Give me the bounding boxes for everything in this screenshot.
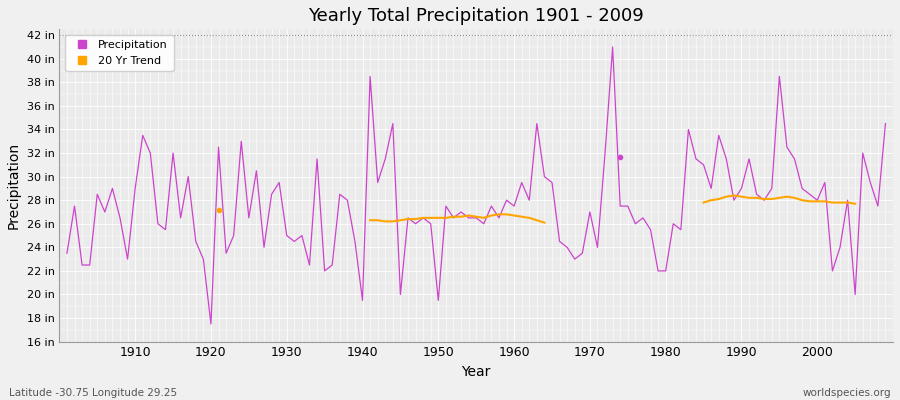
Legend: Precipitation, 20 Yr Trend: Precipitation, 20 Yr Trend bbox=[65, 35, 174, 72]
X-axis label: Year: Year bbox=[462, 365, 490, 379]
Text: worldspecies.org: worldspecies.org bbox=[803, 388, 891, 398]
Y-axis label: Precipitation: Precipitation bbox=[7, 142, 21, 229]
Text: Latitude -30.75 Longitude 29.25: Latitude -30.75 Longitude 29.25 bbox=[9, 388, 177, 398]
Title: Yearly Total Precipitation 1901 - 2009: Yearly Total Precipitation 1901 - 2009 bbox=[309, 7, 644, 25]
